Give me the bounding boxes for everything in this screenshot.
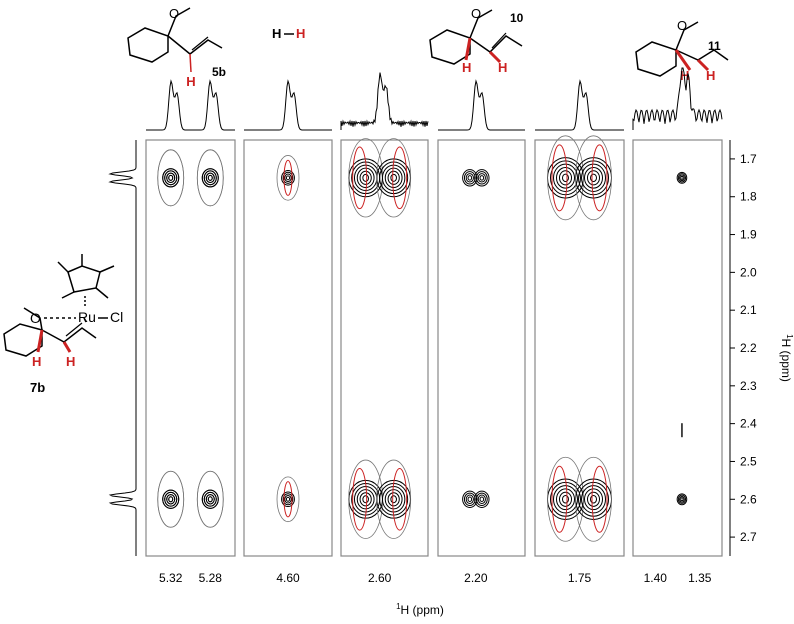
panel-frame [534,139,625,557]
y-axis-title-sup: 1 [785,334,794,339]
structure-7b-h2: H [66,354,75,369]
structure-7b-ru: Ru [78,309,96,325]
structure-11-o: O [677,18,687,33]
compound-label-7b: 7b [30,380,45,395]
x-tick-label: 2.60 [368,571,392,585]
x-tick-label: 1.75 [568,571,592,585]
y-tick-label: 1.8 [740,190,757,204]
x-tick-label: 1.40 [644,571,668,585]
contour-panel-6: 1.40 1.35 [632,139,723,585]
x-tick-label: 4.60 [276,571,300,585]
cross-peak [676,493,688,506]
cross-peak [462,490,490,508]
top-projection-3 [340,72,429,130]
structure-5b [127,7,223,73]
contour-panel-2: 4.60 [243,139,333,585]
y-tick-label: 2.7 [740,530,757,544]
structure-5b-h: H [186,74,195,89]
structure-5b-o: O [169,6,179,21]
cross-peak [196,470,224,528]
panel-frame [340,139,429,557]
cross-peak [196,149,224,207]
x-axis-title-text: H (ppm) [401,603,444,617]
cross-peak [462,169,490,187]
y-axis: 1.7 1.8 1.9 2.0 2.1 2.2 2.3 2.4 2.5 2.6 2.7 [729,140,757,556]
x-axis-title-sup: 1 [396,602,401,611]
x-tick-label: 5.32 [159,571,183,585]
top-projection-2 [244,79,332,131]
y-tick-label: 1.9 [740,228,757,242]
structure-7b-h1: H [32,354,41,369]
panel-frame [145,139,236,557]
y-tick-label: 2.4 [740,417,757,431]
structure-10-h2: H [498,60,507,75]
cross-peak [676,171,688,184]
cross-peak [348,138,412,218]
compound-label-10: 10 [510,11,524,25]
y-tick-label: 2.3 [740,379,757,393]
cross-peak [157,470,185,528]
y-tick-label: 2.6 [740,492,757,506]
y-axis-title: 1H (ppm) [779,334,794,382]
compound-label-5b: 5b [212,65,226,79]
projection-trace [632,67,723,130]
y-tick-label: 2.5 [740,454,757,468]
x-tick-label: 1.35 [688,571,712,585]
y-axis-title-text: H (ppm) [779,339,793,382]
structure-11 [635,21,729,77]
top-projection-5 [535,79,624,131]
cross-peak [547,135,612,221]
cross-peak [547,456,612,542]
projection-trace [535,79,624,131]
contour-panel-3: 2.60 [340,138,429,585]
panel-frame [437,139,526,557]
contour-panel-4: 2.20 [437,139,526,585]
structure-7b-o: O [30,310,41,326]
top-projection-1 [146,79,235,131]
y-tick-label: 1.7 [740,152,757,166]
projection-trace [146,79,235,131]
y-tick-label: 2.1 [740,303,757,317]
x-tick-label: 2.20 [464,571,488,585]
contour-panel-5: 1.75 [534,135,625,585]
top-projection-4 [438,79,525,131]
y-tick-label: 2.2 [740,341,757,355]
dihydrogen-h-right: H [296,26,305,41]
top-projection-6 [632,67,723,130]
cross-peak [157,149,185,207]
dihydrogen-h-left: H [272,26,281,41]
structure-10-h1: H [462,60,471,75]
y-tick-label: 2.0 [740,265,757,279]
panel-frame [632,139,723,557]
x-tick-label: 5.28 [199,571,223,585]
panel-frame [243,139,333,557]
x-axis-title: 1H (ppm) [396,602,444,617]
projection-trace [340,72,429,130]
contour-panels: 5.32 5.28 4.60 2.60 2.20 1.75 1.40 1.35 [145,135,723,585]
contour-panel-1: 5.32 5.28 [145,139,236,585]
structure-10-o: O [471,6,481,21]
left-projection-trace [108,140,137,556]
projection-trace [244,79,332,131]
projection-trace [438,79,525,131]
cross-peak [348,459,412,539]
compound-label-11: 11 [708,39,721,53]
structure-11-h2: H [706,68,715,83]
structure-7b-cl: Cl [110,309,123,325]
cross-peak [276,155,300,201]
structure-10 [429,9,523,65]
left-projection [108,140,137,556]
structure-7b [3,254,115,357]
top-projections [146,67,723,131]
cross-peak [276,476,300,523]
